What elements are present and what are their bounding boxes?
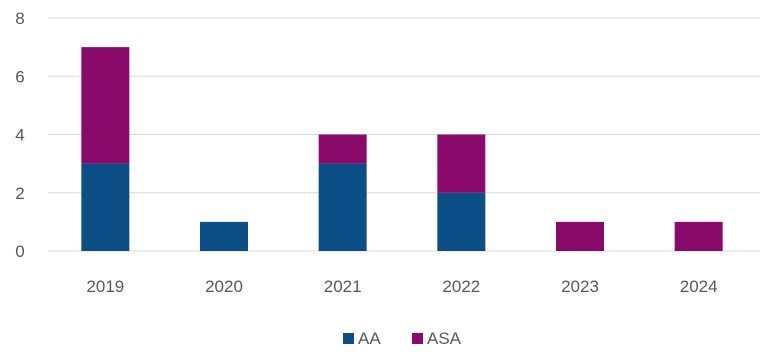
bar-aa-2019 bbox=[81, 163, 130, 251]
bar-asa-2022 bbox=[437, 134, 486, 193]
x-tick-label: 2021 bbox=[324, 277, 362, 296]
bar-asa-2024 bbox=[674, 221, 723, 251]
y-axis-tick-labels: 0 2 4 6 8 bbox=[15, 9, 24, 261]
y-tick-label: 6 bbox=[15, 67, 24, 86]
bar-aa-2021 bbox=[318, 163, 367, 251]
x-tick-label: 2024 bbox=[680, 277, 718, 296]
gridlines bbox=[48, 17, 760, 252]
legend-swatch-asa bbox=[412, 333, 423, 344]
y-tick-label: 0 bbox=[15, 242, 24, 261]
bar-asa-2023 bbox=[556, 221, 604, 251]
bar-asa-2019 bbox=[81, 47, 130, 164]
y-tick-label: 8 bbox=[15, 9, 24, 28]
legend-label-aa: AA bbox=[358, 329, 381, 348]
bars bbox=[81, 47, 723, 251]
bar-aa-2020 bbox=[200, 221, 248, 251]
x-tick-label: 2019 bbox=[86, 277, 124, 296]
y-tick-label: 2 bbox=[15, 184, 24, 203]
legend-label-asa: ASA bbox=[427, 329, 462, 348]
bar-asa-2021 bbox=[318, 134, 367, 164]
legend-swatch-aa bbox=[343, 333, 354, 344]
x-tick-label: 2022 bbox=[442, 277, 480, 296]
legend: AA ASA bbox=[343, 329, 462, 348]
x-tick-label: 2020 bbox=[205, 277, 243, 296]
y-tick-label: 4 bbox=[15, 126, 24, 145]
bar-aa-2022 bbox=[437, 192, 486, 251]
x-axis-tick-labels: 2019 2020 2021 2022 2023 2024 bbox=[86, 277, 717, 296]
x-tick-label: 2023 bbox=[561, 277, 599, 296]
